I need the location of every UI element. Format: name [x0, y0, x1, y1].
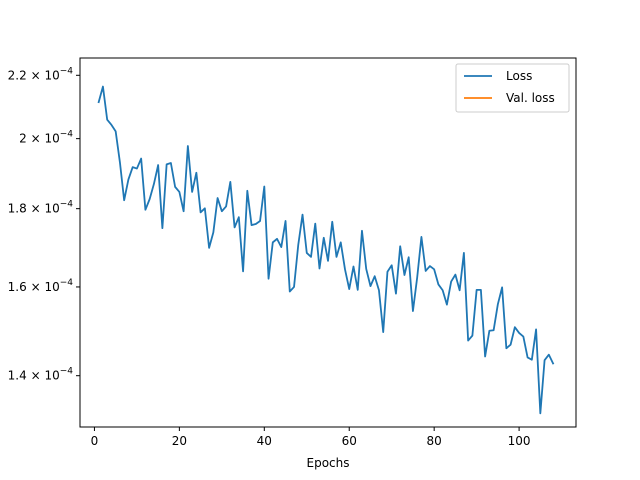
- y-axis-ticks: 1.4 × 10−4 1.6 × 10−4 1.8 × 10−4 2 × 10−4 2.…: [8, 66, 80, 383]
- plot-frame: [79, 57, 577, 428]
- legend-label-val-loss: Val. loss: [506, 91, 555, 105]
- x-tick-label: 80: [427, 434, 442, 448]
- y-tick-label: 2.2 × 10−4: [8, 66, 74, 82]
- x-tick-label: 40: [257, 434, 272, 448]
- x-tick-label: 0: [91, 434, 99, 448]
- legend-label-loss: Loss: [506, 69, 532, 83]
- y-tick-label: 1.4 × 10−4: [8, 367, 74, 383]
- x-axis-ticks: 0 20 40 60 80 100: [91, 427, 531, 448]
- plot-content: [97, 85, 555, 415]
- series-line-loss: [97, 85, 555, 415]
- y-tick-label: 1.8 × 10−4: [8, 200, 74, 216]
- x-axis-label: Epochs: [307, 456, 350, 470]
- x-tick-label: 20: [172, 434, 187, 448]
- y-tick-label: 2 × 10−4: [19, 130, 73, 146]
- x-tick-label: 60: [342, 434, 357, 448]
- y-tick-label: 1.6 × 10−4: [8, 278, 74, 294]
- legend: Loss Val. loss: [455, 63, 570, 113]
- x-tick-label: 100: [508, 434, 531, 448]
